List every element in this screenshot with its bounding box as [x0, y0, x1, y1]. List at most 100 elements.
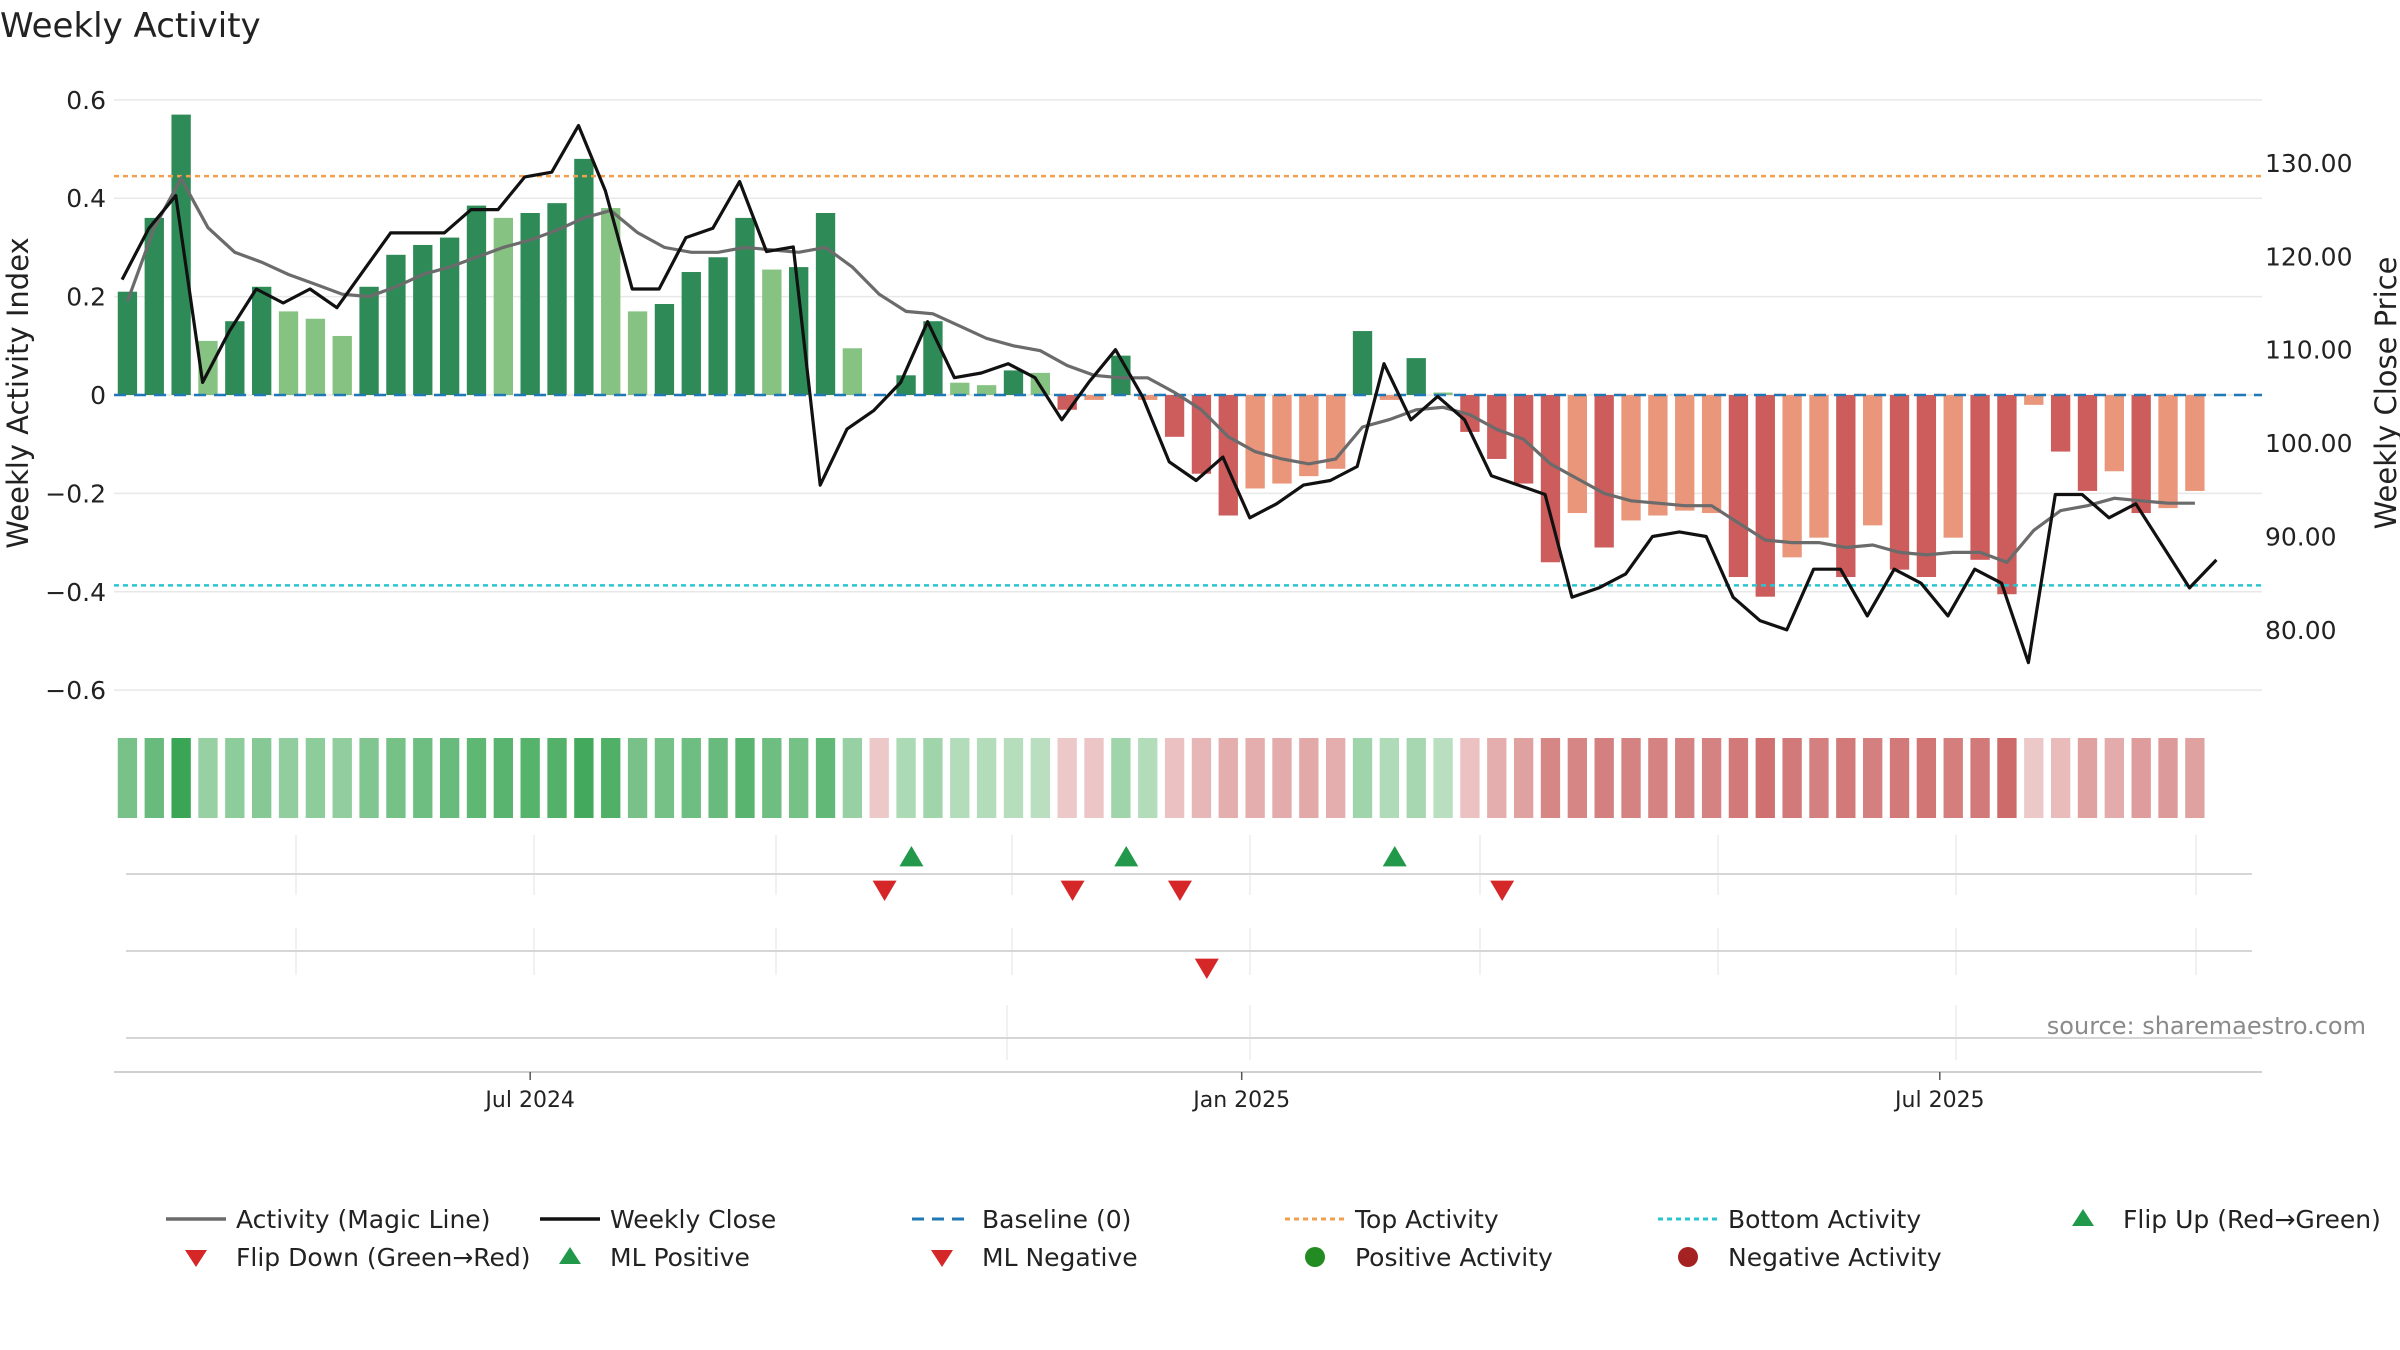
- heat-cell: [359, 738, 379, 818]
- ml-negative-marker: [1194, 958, 1219, 979]
- activity-bar: [1943, 395, 1963, 538]
- activity-bar: [2158, 395, 2178, 509]
- activity-bar: [547, 203, 567, 395]
- heat-cell: [923, 738, 943, 818]
- heat-cell: [1299, 738, 1319, 818]
- activity-bar: [252, 286, 272, 395]
- heat-cell: [1782, 738, 1802, 818]
- flip-up-marker: [1382, 846, 1407, 867]
- heat-cell: [2024, 738, 2044, 818]
- heat-cell: [1111, 738, 1131, 818]
- legend-label: Flip Down (Green→Red): [236, 1243, 531, 1272]
- legend-symbol: [2072, 1209, 2094, 1226]
- activity-bar: [1675, 395, 1695, 511]
- activity-bar: [439, 237, 460, 395]
- heat-cell: [386, 738, 406, 818]
- activity-bar: [2077, 395, 2098, 491]
- heat-cell: [1057, 738, 1077, 818]
- heat-cell: [332, 738, 352, 818]
- heat-cell: [842, 738, 863, 818]
- activity-bar: [1406, 358, 1426, 395]
- heat-cell: [1326, 738, 1346, 818]
- heat-cell: [225, 738, 245, 818]
- flip-down-marker: [1060, 880, 1085, 901]
- activity-bar: [789, 267, 809, 395]
- legend-symbol: [559, 1247, 581, 1264]
- x-tick-label: Jul 2024: [483, 1088, 575, 1113]
- activity-bar: [520, 212, 540, 395]
- heat-cell: [789, 738, 809, 818]
- activity-bar: [1164, 395, 1185, 437]
- activity-bar: [1487, 395, 1507, 459]
- heat-cell: [896, 738, 916, 818]
- y2-tick-label: 100.00: [2265, 429, 2352, 458]
- activity-bar: [278, 311, 299, 395]
- flip-up-marker: [1114, 846, 1139, 867]
- heat-cell: [1621, 738, 1641, 818]
- y2-tick-label: 120.00: [2265, 242, 2352, 271]
- x-tick-label: Jan 2025: [1191, 1088, 1290, 1113]
- heat-cell: [601, 738, 621, 818]
- activity-bar: [332, 335, 352, 395]
- heat-cell: [1755, 738, 1775, 818]
- activity-bar: [225, 321, 245, 395]
- activity-bar: [1138, 395, 1158, 400]
- y2-axis-label: Weekly Close Price: [2369, 257, 2400, 530]
- heat-cell: [466, 738, 487, 818]
- legend: Activity (Magic Line) Weekly Close Baselin…: [166, 1205, 2381, 1272]
- heat-cell: [1594, 738, 1614, 818]
- flip-down-marker: [1490, 880, 1515, 901]
- activity-bar: [144, 217, 164, 395]
- weekly-close-line: [120, 123, 2218, 665]
- y2-tick-label: 110.00: [2265, 336, 2352, 365]
- heat-cell: [1138, 738, 1158, 818]
- activity-bar: [493, 217, 513, 395]
- y-tick-label: −0.4: [45, 578, 106, 607]
- heat-cell: [1943, 738, 1963, 818]
- activity-bar: [171, 114, 191, 395]
- activity-bar: [762, 269, 782, 395]
- heat-cell: [1513, 738, 1534, 818]
- source-note: source: sharemaestro.com: [2047, 1012, 2366, 1040]
- activity-bar: [1326, 395, 1346, 469]
- legend-label: Activity (Magic Line): [236, 1205, 490, 1234]
- heat-cell: [1191, 738, 1212, 818]
- heat-cell: [144, 738, 164, 818]
- activity-bar: [1272, 395, 1292, 484]
- activity-bar: [601, 208, 621, 395]
- heat-cell: [1406, 738, 1426, 818]
- heat-cell: [2131, 738, 2151, 818]
- legend-symbol: [185, 1250, 207, 1267]
- activity-bar: [305, 318, 326, 395]
- event-panels: [126, 835, 2252, 1060]
- y-tick-label: −0.2: [45, 479, 106, 508]
- activity-bar: [2131, 395, 2151, 514]
- heat-cell: [1433, 738, 1453, 818]
- activity-bar: [2050, 395, 2071, 452]
- flip-down-marker: [872, 880, 897, 901]
- heat-cell: [1701, 738, 1722, 818]
- legend-label: Flip Up (Red→Green): [2123, 1205, 2381, 1234]
- activity-bar: [1701, 395, 1722, 514]
- activity-bar: [1970, 395, 1990, 560]
- heat-cell: [439, 738, 460, 818]
- activity-bar: [1728, 395, 1749, 578]
- y2-tick-label: 90.00: [2265, 523, 2337, 552]
- activity-bar: [2104, 395, 2124, 472]
- heat-strip: [117, 738, 2205, 818]
- heat-cell: [1460, 738, 1480, 818]
- activity-bar: [2024, 395, 2044, 405]
- legend-label: Positive Activity: [1355, 1243, 1553, 1272]
- activity-bar: [1594, 395, 1614, 548]
- heat-cell: [305, 738, 326, 818]
- heat-cell: [1863, 738, 1883, 818]
- activity-bar: [466, 205, 487, 395]
- heat-cell: [1728, 738, 1749, 818]
- legend-label: Baseline (0): [982, 1205, 1131, 1234]
- activity-bar: [1809, 395, 1829, 538]
- activity-bar: [1782, 395, 1802, 558]
- chart-title: Weekly Activity: [0, 6, 261, 46]
- activity-bar: [1218, 395, 1238, 516]
- y-axis-label: Weekly Activity Index: [1, 237, 35, 548]
- activity-bar: [1648, 395, 1668, 516]
